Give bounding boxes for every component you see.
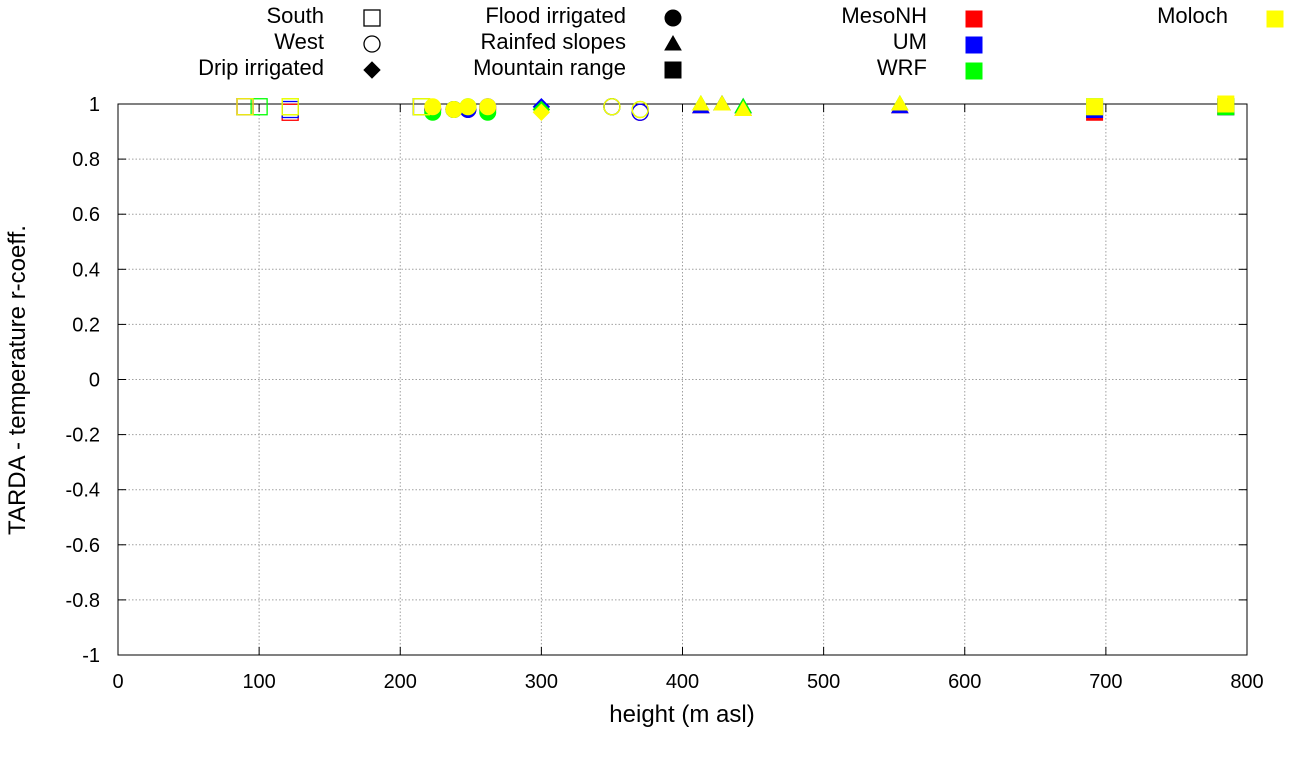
data-point-moloch xyxy=(445,101,463,119)
data-point-moloch xyxy=(691,94,710,111)
data-point-moloch xyxy=(631,100,649,119)
legend-shape-marker xyxy=(664,34,682,51)
data-point-moloch xyxy=(532,103,551,121)
x-axis-label: height (m asl) xyxy=(609,701,754,728)
data-point-moloch xyxy=(890,94,909,111)
data-point-moloch xyxy=(1086,98,1104,116)
y-tick-label: 0.8 xyxy=(72,149,100,171)
y-tick-label: 0.6 xyxy=(72,204,100,226)
y-tick-label: 0.4 xyxy=(72,259,100,281)
legend-shape-marker xyxy=(363,35,381,53)
y-tick-label: 1 xyxy=(89,94,100,116)
y-tick-label: -0.2 xyxy=(66,425,100,447)
legend-model-label: UM xyxy=(893,29,927,54)
y-tick-label: -0.6 xyxy=(66,535,100,557)
y-tick-label: -0.8 xyxy=(66,590,100,612)
data-point-moloch xyxy=(479,98,497,116)
legend-shape-label: Flood irrigated xyxy=(485,3,626,28)
legend-shape-marker xyxy=(664,9,682,27)
grid-lines xyxy=(118,104,1247,655)
data-point-moloch xyxy=(424,98,442,116)
legend-model-label: Moloch xyxy=(1157,3,1228,28)
legend-shape-label: South xyxy=(267,3,325,28)
legend-model-swatch xyxy=(965,36,983,54)
y-tick-label: 0 xyxy=(89,370,100,392)
legend-model-swatch xyxy=(965,62,983,80)
legend-model-label: WRF xyxy=(877,55,927,80)
data-point-wrf xyxy=(250,98,268,116)
legend-shape-label: Rainfed slopes xyxy=(480,29,626,54)
y-axis-label: TARDA - temperature r-coeff. xyxy=(4,225,31,535)
data-point-moloch xyxy=(281,98,299,116)
legend-shape-label: West xyxy=(274,29,324,54)
x-tick-label: 200 xyxy=(384,671,417,693)
legend-shape-label: Mountain range xyxy=(473,55,626,80)
x-tick-label: 400 xyxy=(666,671,699,693)
x-tick-label: 800 xyxy=(1230,671,1263,693)
data-point-moloch xyxy=(459,98,477,116)
y-tick-label: 0.2 xyxy=(72,314,100,336)
x-tick-label: 0 xyxy=(112,671,123,693)
legend-shape-label: Drip irrigated xyxy=(198,55,324,80)
y-tick-label: -1 xyxy=(82,645,100,667)
legend-model-swatch xyxy=(1266,10,1284,28)
data-points xyxy=(236,94,1235,121)
x-tick-label: 500 xyxy=(807,671,840,693)
x-tick-label: 600 xyxy=(948,671,981,693)
data-point-moloch xyxy=(1217,95,1235,113)
data-point-moloch xyxy=(236,98,254,116)
y-axis-ticks: 1 0.8 0.6 0.4 0.2 0 -0.2 -0.4 -0.6 -0.8 -1 xyxy=(66,94,1247,667)
legend-shape-marker xyxy=(363,9,381,27)
y-tick-label: -0.4 xyxy=(66,480,100,502)
legend-model-swatch xyxy=(965,10,983,28)
legend-model-label: MesoNH xyxy=(841,3,927,28)
legend-shape-marker xyxy=(363,61,381,79)
data-point-moloch xyxy=(734,100,753,117)
x-tick-label: 700 xyxy=(1089,671,1122,693)
x-tick-label: 300 xyxy=(525,671,558,693)
x-tick-label: 100 xyxy=(242,671,275,693)
x-axis-ticks: 0 100 200 300 400 500 600 700 800 xyxy=(112,104,1264,693)
data-point-moloch xyxy=(603,98,621,116)
legend-shape-marker xyxy=(664,61,682,79)
data-point-moloch xyxy=(713,94,731,111)
